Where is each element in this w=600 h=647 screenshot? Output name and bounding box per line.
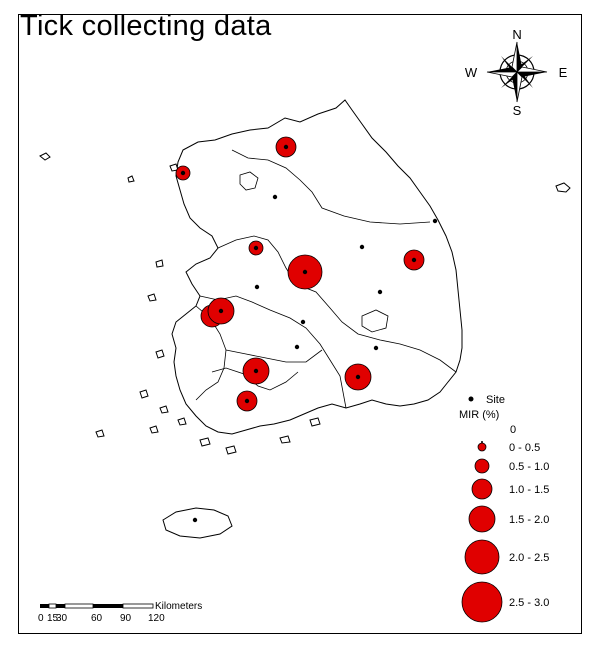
- legend-class-symbol: [471, 478, 493, 500]
- site-dot: [294, 344, 300, 350]
- site-dot: [373, 345, 379, 351]
- site-dot: [192, 517, 198, 523]
- site-dot: [359, 244, 365, 250]
- legend-class-label: 1.0 - 1.5: [509, 484, 549, 496]
- province-boundaries: [195, 149, 457, 409]
- scale-tick-label: 30: [56, 613, 68, 624]
- scale-tick-label: 60: [91, 613, 103, 624]
- legend-class-symbol: [468, 505, 496, 533]
- site-dot: [432, 218, 438, 224]
- legend-class-symbol: [474, 458, 490, 474]
- site-dot: [283, 144, 289, 150]
- legend-class-label: 0: [510, 424, 516, 436]
- legend: Site MIR (%) 0 0 - 0.5 0.5 - 1.0 1.0 - 1.5 1…: [459, 394, 549, 623]
- legend-class-symbol: [464, 539, 500, 575]
- legend-class-label: 2.5 - 3.0: [509, 597, 549, 609]
- legend-class-label: 0 - 0.5: [509, 442, 540, 454]
- scale-tick-label: 0: [38, 613, 44, 624]
- compass-south-label: S: [513, 103, 522, 118]
- compass-west-label: W: [465, 65, 478, 80]
- legend-class-symbol: [461, 581, 503, 623]
- legend-mir-title: MIR (%): [459, 409, 499, 421]
- site-dot: [300, 319, 306, 325]
- scale-unit-label: Kilometers: [155, 601, 202, 612]
- scale-tick-label: 120: [148, 613, 165, 624]
- legend-classes: 0 0 - 0.5 0.5 - 1.0 1.0 - 1.5 1.5 - 2.0 2.0 -…: [461, 424, 549, 623]
- site-dot: [377, 289, 383, 295]
- site-dot: [180, 170, 186, 176]
- site-dot: [302, 269, 308, 275]
- legend-class-symbol: [477, 442, 487, 452]
- site-dot: [253, 245, 259, 251]
- site-dot: [411, 257, 417, 263]
- site-dot: [244, 398, 250, 404]
- compass-east-label: E: [559, 65, 568, 80]
- legend-class-label: 0.5 - 1.0: [509, 461, 549, 473]
- compass-rose: N S E W: [465, 27, 568, 118]
- legend-site-label: Site: [486, 394, 505, 406]
- legend-site-dot: [468, 396, 474, 402]
- compass-north-label: N: [512, 27, 521, 42]
- islands: [39, 152, 571, 539]
- legend-class-label: 2.0 - 2.5: [509, 552, 549, 564]
- scale-tick-label: 15: [47, 613, 59, 624]
- map-title: Tick collecting data: [20, 10, 272, 42]
- site-dot: [253, 368, 259, 374]
- scale-tick-label: 90: [120, 613, 132, 624]
- legend-class-symbol: [481, 441, 483, 443]
- site-dot: [272, 194, 278, 200]
- sites-layer: [175, 136, 438, 523]
- site-dot: [254, 284, 260, 290]
- site-dot: [218, 308, 224, 314]
- site-dot: [355, 374, 361, 380]
- legend-class-label: 1.5 - 2.0: [509, 514, 549, 526]
